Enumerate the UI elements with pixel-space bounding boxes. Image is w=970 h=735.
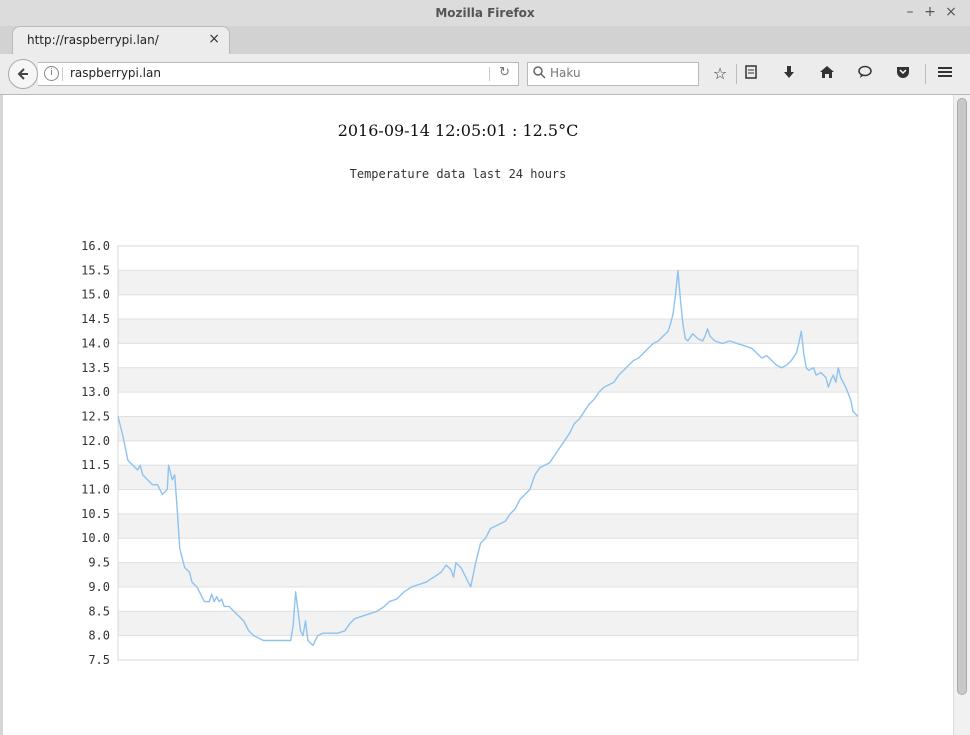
y-tick-label: 11.5 bbox=[81, 458, 110, 472]
window-title: Mozilla Firefox bbox=[435, 6, 535, 20]
y-tick-label: 15.5 bbox=[81, 263, 110, 277]
page-heading: 2016-09-14 12:05:01 : 12.5°C bbox=[337, 121, 579, 140]
grid-band bbox=[118, 367, 858, 393]
reload-separator bbox=[489, 67, 490, 81]
reading-list-icon[interactable] bbox=[740, 64, 762, 85]
y-tick-label: 9.5 bbox=[88, 556, 110, 570]
vertical-scrollbar[interactable] bbox=[953, 95, 970, 735]
toolbar-separator bbox=[925, 64, 926, 84]
site-info-icon[interactable]: i bbox=[44, 66, 59, 81]
page-subtitle: Temperature data last 24 hours bbox=[349, 167, 567, 181]
y-tick-label: 10.0 bbox=[81, 531, 110, 545]
temperature-series-line bbox=[117, 269, 859, 647]
y-tick-label: 10.5 bbox=[81, 507, 110, 521]
grid-band bbox=[118, 465, 858, 490]
y-tick-label: 8.0 bbox=[88, 629, 110, 643]
grid-band bbox=[118, 319, 858, 344]
temperature-chart: 16.0 15.5 15.0 14.5 14.0 13.5 13.0 12.5 12.0 11.5… bbox=[81, 239, 859, 667]
grid-band bbox=[118, 611, 858, 636]
url-separator bbox=[62, 67, 63, 81]
search-icon bbox=[533, 66, 546, 79]
search-bar[interactable] bbox=[527, 62, 699, 86]
navigation-toolbar: i raspberrypi.lan ↻ ☆ bbox=[0, 54, 970, 95]
y-tick-label: 13.0 bbox=[81, 385, 110, 399]
y-tick-label: 13.5 bbox=[81, 361, 110, 375]
y-tick-label: 15.0 bbox=[81, 288, 110, 302]
grid-band bbox=[118, 270, 858, 295]
home-icon[interactable] bbox=[816, 64, 838, 85]
back-arrow-icon bbox=[17, 68, 28, 80]
plot-area bbox=[117, 245, 859, 661]
download-icon[interactable] bbox=[778, 64, 800, 85]
tab-close-icon[interactable]: × bbox=[208, 31, 220, 47]
y-tick-label: 8.5 bbox=[88, 604, 110, 618]
tab-raspberrypi[interactable]: http://raspberrypi.lan/ × bbox=[12, 26, 230, 55]
y-tick-label: 14.5 bbox=[81, 312, 110, 326]
url-bar[interactable]: i raspberrypi.lan ↻ bbox=[38, 62, 519, 86]
minimize-button[interactable]: – bbox=[906, 4, 914, 20]
back-button[interactable] bbox=[8, 59, 38, 89]
pocket-icon[interactable] bbox=[892, 64, 914, 85]
grid-band bbox=[118, 416, 858, 441]
window-titlebar: Mozilla Firefox – + × bbox=[0, 0, 970, 27]
y-tick-label: 9.0 bbox=[88, 580, 110, 594]
y-tick-label: 7.5 bbox=[88, 653, 110, 667]
tab-label: http://raspberrypi.lan/ bbox=[27, 33, 159, 47]
bookmark-star-icon[interactable]: ☆ bbox=[712, 64, 728, 83]
reload-icon[interactable]: ↻ bbox=[499, 65, 510, 80]
y-tick-label: 16.0 bbox=[81, 239, 110, 253]
y-tick-label: 12.5 bbox=[81, 409, 110, 423]
page-content: 2016-09-14 12:05:01 : 12.5°C Temperature… bbox=[3, 95, 953, 735]
maximize-button[interactable]: + bbox=[924, 4, 936, 20]
scrollbar-thumb[interactable] bbox=[957, 98, 967, 695]
y-tick-label: 11.0 bbox=[81, 483, 110, 497]
grid-band bbox=[118, 562, 858, 587]
y-tick-label: 12.0 bbox=[81, 434, 110, 448]
toolbar-separator bbox=[736, 64, 737, 84]
menu-icon[interactable] bbox=[934, 64, 956, 85]
search-input[interactable] bbox=[550, 65, 690, 81]
close-window-button[interactable]: × bbox=[945, 4, 957, 20]
url-text[interactable]: raspberrypi.lan bbox=[70, 66, 161, 80]
y-tick-label: 14.0 bbox=[81, 336, 110, 350]
tab-strip: http://raspberrypi.lan/ × + bbox=[0, 26, 970, 76]
chat-bubble-icon[interactable] bbox=[854, 64, 876, 85]
